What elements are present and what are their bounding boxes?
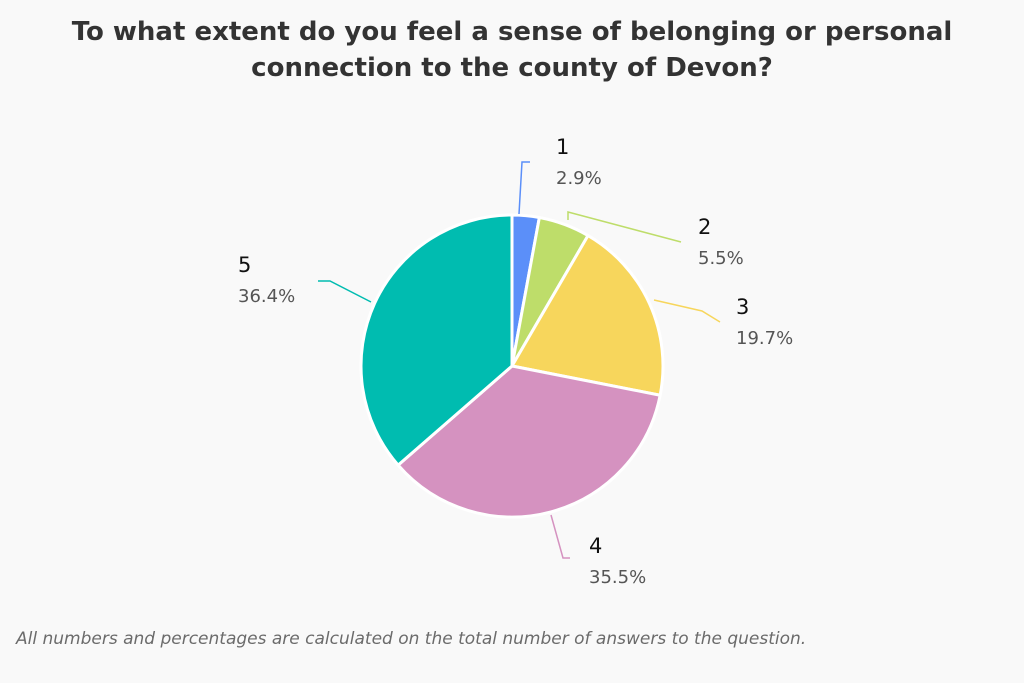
pie-slice-3: [510, 234, 665, 397]
pie-slice-4: [396, 364, 662, 519]
percent-label-5: 36.4%: [238, 286, 295, 307]
chart-title-line-2: connection to the county of Devon?: [251, 53, 773, 83]
percent-label-4: 35.5%: [589, 567, 646, 588]
chart-title-line-1: To what extent do you feel a sense of be…: [71, 17, 953, 47]
category-label-2: 2: [698, 215, 711, 239]
footnote: All numbers and percentages are calculat…: [16, 629, 807, 649]
category-label-3: 3: [736, 295, 749, 319]
percent-label-3: 19.7%: [736, 328, 793, 349]
pie-slice-5: [359, 213, 514, 467]
category-label-1: 1: [556, 135, 569, 159]
pie-leader-lines: [318, 161, 721, 559]
leader-line-4: [550, 514, 570, 559]
percent-label-1: 2.9%: [556, 168, 602, 189]
percent-label-2: 5.5%: [698, 248, 744, 269]
pie-labels: 1 2.9% 2 5.5% 3 19.7% 4 35.5% 5 36.4%: [238, 135, 793, 588]
category-label-4: 4: [589, 534, 602, 558]
leader-line-3: [653, 299, 721, 323]
pie-slices: [359, 213, 665, 519]
leader-line-5: [318, 280, 372, 303]
leader-line-2: [567, 211, 682, 243]
chart-title: To what extent do you feel a sense of be…: [0, 14, 1024, 86]
leader-line-1: [518, 161, 530, 215]
category-label-5: 5: [238, 253, 251, 277]
